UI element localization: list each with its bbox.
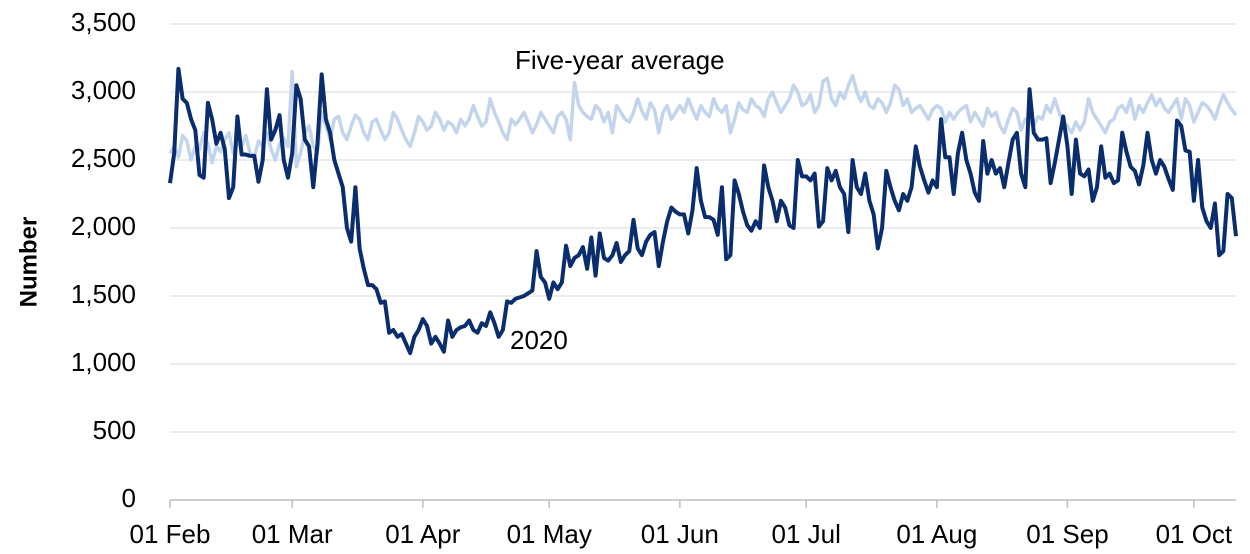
x-tick-label: 01 May — [507, 519, 592, 549]
series-annotation: Five-year average — [515, 45, 725, 75]
y-tick-label: 3,000 — [71, 75, 136, 105]
series-line — [168, 69, 1238, 169]
y-tick-label: 0 — [122, 483, 136, 513]
x-tick-label: 01 Feb — [130, 519, 211, 549]
y-tick-label: 2,500 — [71, 143, 136, 173]
x-tick-label: 01 Sep — [1026, 519, 1108, 549]
series-line — [168, 66, 1238, 356]
y-axis-label: Number — [15, 217, 42, 308]
y-tick-label: 3,500 — [71, 7, 136, 37]
y-tick-label: 1,000 — [71, 347, 136, 377]
x-tick-label: 01 Mar — [252, 519, 333, 549]
x-tick-label: 01 Aug — [896, 519, 977, 549]
x-tick-label: 01 Jun — [641, 519, 719, 549]
y-tick-label: 1,500 — [71, 279, 136, 309]
x-tick-label: 01 Oct — [1156, 519, 1233, 549]
x-tick-label: 01 Apr — [385, 519, 461, 549]
series-annotation: 2020 — [510, 325, 568, 355]
y-tick-label: 500 — [93, 415, 136, 445]
y-tick-label: 2,000 — [71, 211, 136, 241]
x-tick-label: 01 Jul — [772, 519, 841, 549]
